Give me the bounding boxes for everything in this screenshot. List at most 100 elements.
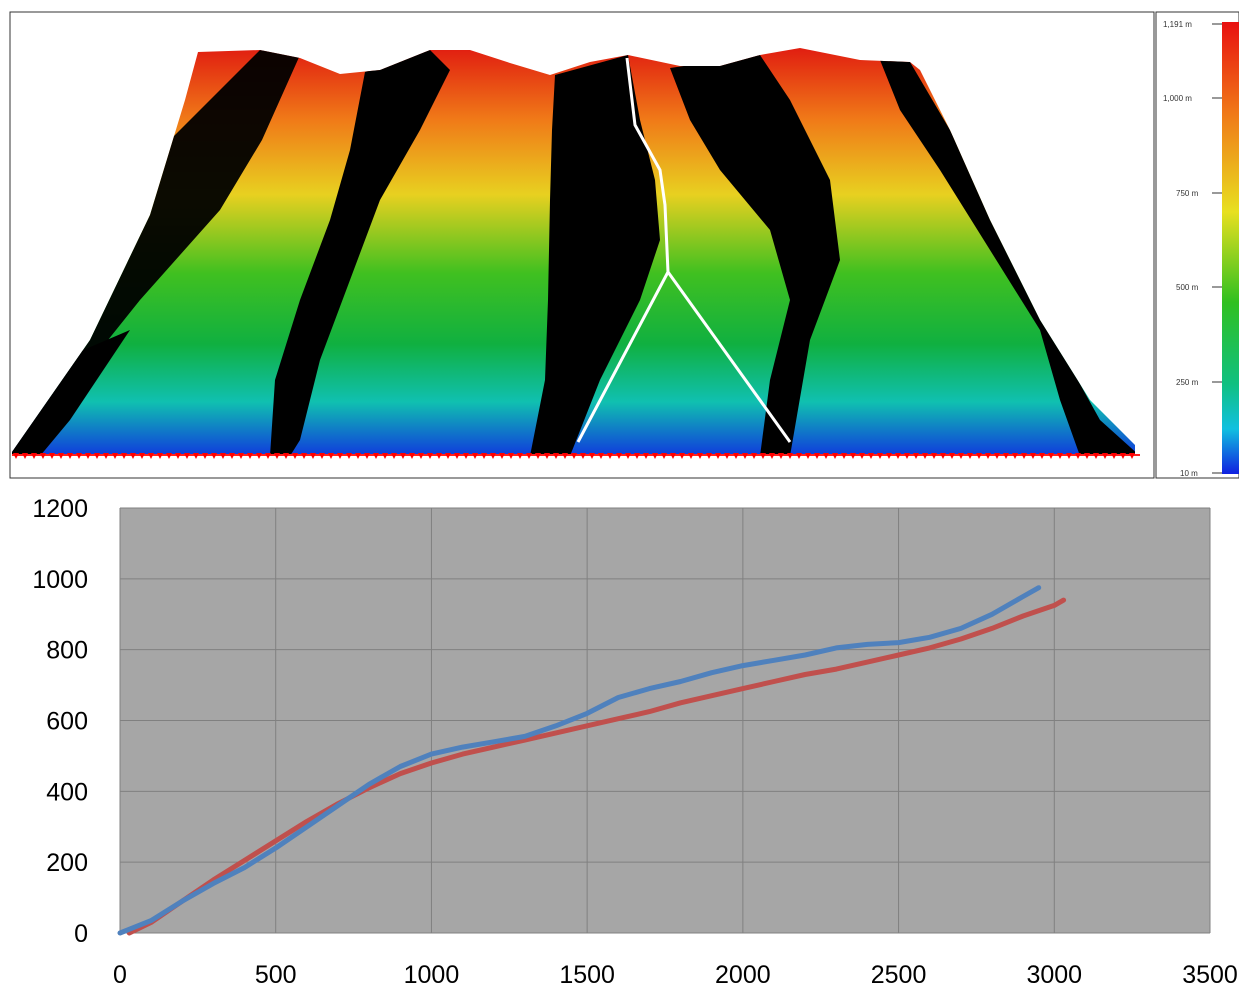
baseline-marker: [832, 453, 838, 459]
baseline-marker: [751, 453, 757, 459]
baseline-marker: [679, 453, 685, 459]
baseline-marker: [301, 453, 307, 459]
x-tick-label: 2500: [871, 961, 927, 989]
y-tick-label: 1000: [32, 566, 88, 594]
x-tick-label: 500: [255, 961, 297, 989]
baseline-marker: [868, 453, 874, 459]
baseline-marker: [661, 453, 667, 459]
x-tick-label: 1500: [559, 961, 615, 989]
baseline-marker: [274, 453, 280, 459]
baseline-marker: [463, 453, 469, 459]
x-tick-label: 3500: [1182, 961, 1238, 989]
baseline-marker: [922, 453, 928, 459]
y-axis-ticks: 0 200 400 600 800 1000 1200: [32, 495, 88, 948]
baseline-marker: [796, 453, 802, 459]
baseline-marker: [1057, 453, 1063, 459]
baseline-marker: [436, 453, 442, 459]
baseline-marker: [625, 453, 631, 459]
y-tick-label: 600: [46, 708, 88, 736]
chart-panel: 0 200 400 600 800 1000 1200 0 500 1000 1500 2000 25…: [10, 480, 1239, 996]
y-tick-label: 800: [46, 637, 88, 665]
baseline-marker: [67, 453, 73, 459]
y-tick-label: 400: [46, 778, 88, 806]
baseline-marker: [742, 453, 748, 459]
baseline-marker: [634, 453, 640, 459]
baseline-marker: [688, 453, 694, 459]
baseline-marker: [1003, 453, 1009, 459]
baseline-marker: [31, 453, 37, 459]
baseline-marker: [175, 453, 181, 459]
baseline-marker: [382, 453, 388, 459]
baseline-marker: [517, 453, 523, 459]
baseline-marker: [904, 453, 910, 459]
gridlines: [119, 507, 1211, 934]
baseline-marker: [1075, 453, 1081, 459]
baseline-marker: [310, 453, 316, 459]
baseline-marker: [247, 453, 253, 459]
baseline-marker: [508, 453, 514, 459]
colorbar-label-500: 500 m: [1176, 283, 1199, 292]
baseline-marker: [967, 453, 973, 459]
baseline-marker: [823, 453, 829, 459]
baseline-marker: [994, 453, 1000, 459]
profile-line: [576, 57, 670, 443]
baseline-marker: [913, 453, 919, 459]
baseline-marker: [40, 453, 46, 459]
baseline-marker: [490, 453, 496, 459]
terrain-panel: 1,191 m 1,000 m 750 m 500 m 250 m 10 m: [9, 11, 1239, 479]
baseline-marker: [103, 453, 109, 459]
y-tick-label: 1200: [32, 495, 88, 523]
baseline-marker: [769, 453, 775, 459]
baseline-marker: [499, 453, 505, 459]
baseline-marker: [787, 453, 793, 459]
colorbar: 1,191 m 1,000 m 750 m 500 m 250 m 10 m: [1155, 11, 1239, 479]
baseline-marker: [391, 453, 397, 459]
baseline-marker: [409, 453, 415, 459]
series-line-red: [126, 597, 1067, 936]
baseline-marker: [895, 453, 901, 459]
baseline-marker: [481, 453, 487, 459]
baseline-marker: [931, 453, 937, 459]
baseline-marker: [526, 453, 532, 459]
baseline-marker: [1084, 453, 1090, 459]
baseline-marker: [535, 453, 541, 459]
baseline-marker: [544, 453, 550, 459]
baseline-marker: [607, 453, 613, 459]
baseline-marker: [139, 453, 145, 459]
baseline-marker: [841, 453, 847, 459]
baseline-marker: [1012, 453, 1018, 459]
baseline-marker: [652, 453, 658, 459]
colorbar-label-max: 1,191 m: [1163, 20, 1192, 29]
baseline-marker: [724, 453, 730, 459]
baseline-marker: [427, 453, 433, 459]
baseline-marker: [1048, 453, 1054, 459]
baseline-marker: [553, 453, 559, 459]
series-group: [117, 585, 1067, 936]
baseline-marker: [562, 453, 568, 459]
baseline-marker: [157, 453, 163, 459]
y-tick-label: 200: [46, 849, 88, 877]
baseline-marker: [211, 453, 217, 459]
baseline-marker: [373, 453, 379, 459]
baseline-marker: [337, 453, 343, 459]
colorbar-label-750: 750 m: [1176, 189, 1199, 198]
baseline-marker: [949, 453, 955, 459]
baseline-marker: [958, 453, 964, 459]
baseline-marker: [184, 453, 190, 459]
baseline-marker: [13, 453, 19, 459]
baseline-marker: [1120, 453, 1126, 459]
x-tick-label: 3000: [1026, 961, 1082, 989]
baseline-marker: [697, 453, 703, 459]
x-tick-label: 0: [113, 961, 127, 989]
baseline-marker: [256, 453, 262, 459]
baseline-marker: [85, 453, 91, 459]
baseline-marker: [76, 453, 82, 459]
y-tick-label: 0: [74, 920, 88, 948]
baseline-marker: [148, 453, 154, 459]
baseline-marker: [1129, 453, 1135, 459]
baseline-marker: [1093, 453, 1099, 459]
baseline-marker: [112, 453, 118, 459]
baseline-marker: [400, 453, 406, 459]
baseline-marker: [877, 453, 883, 459]
